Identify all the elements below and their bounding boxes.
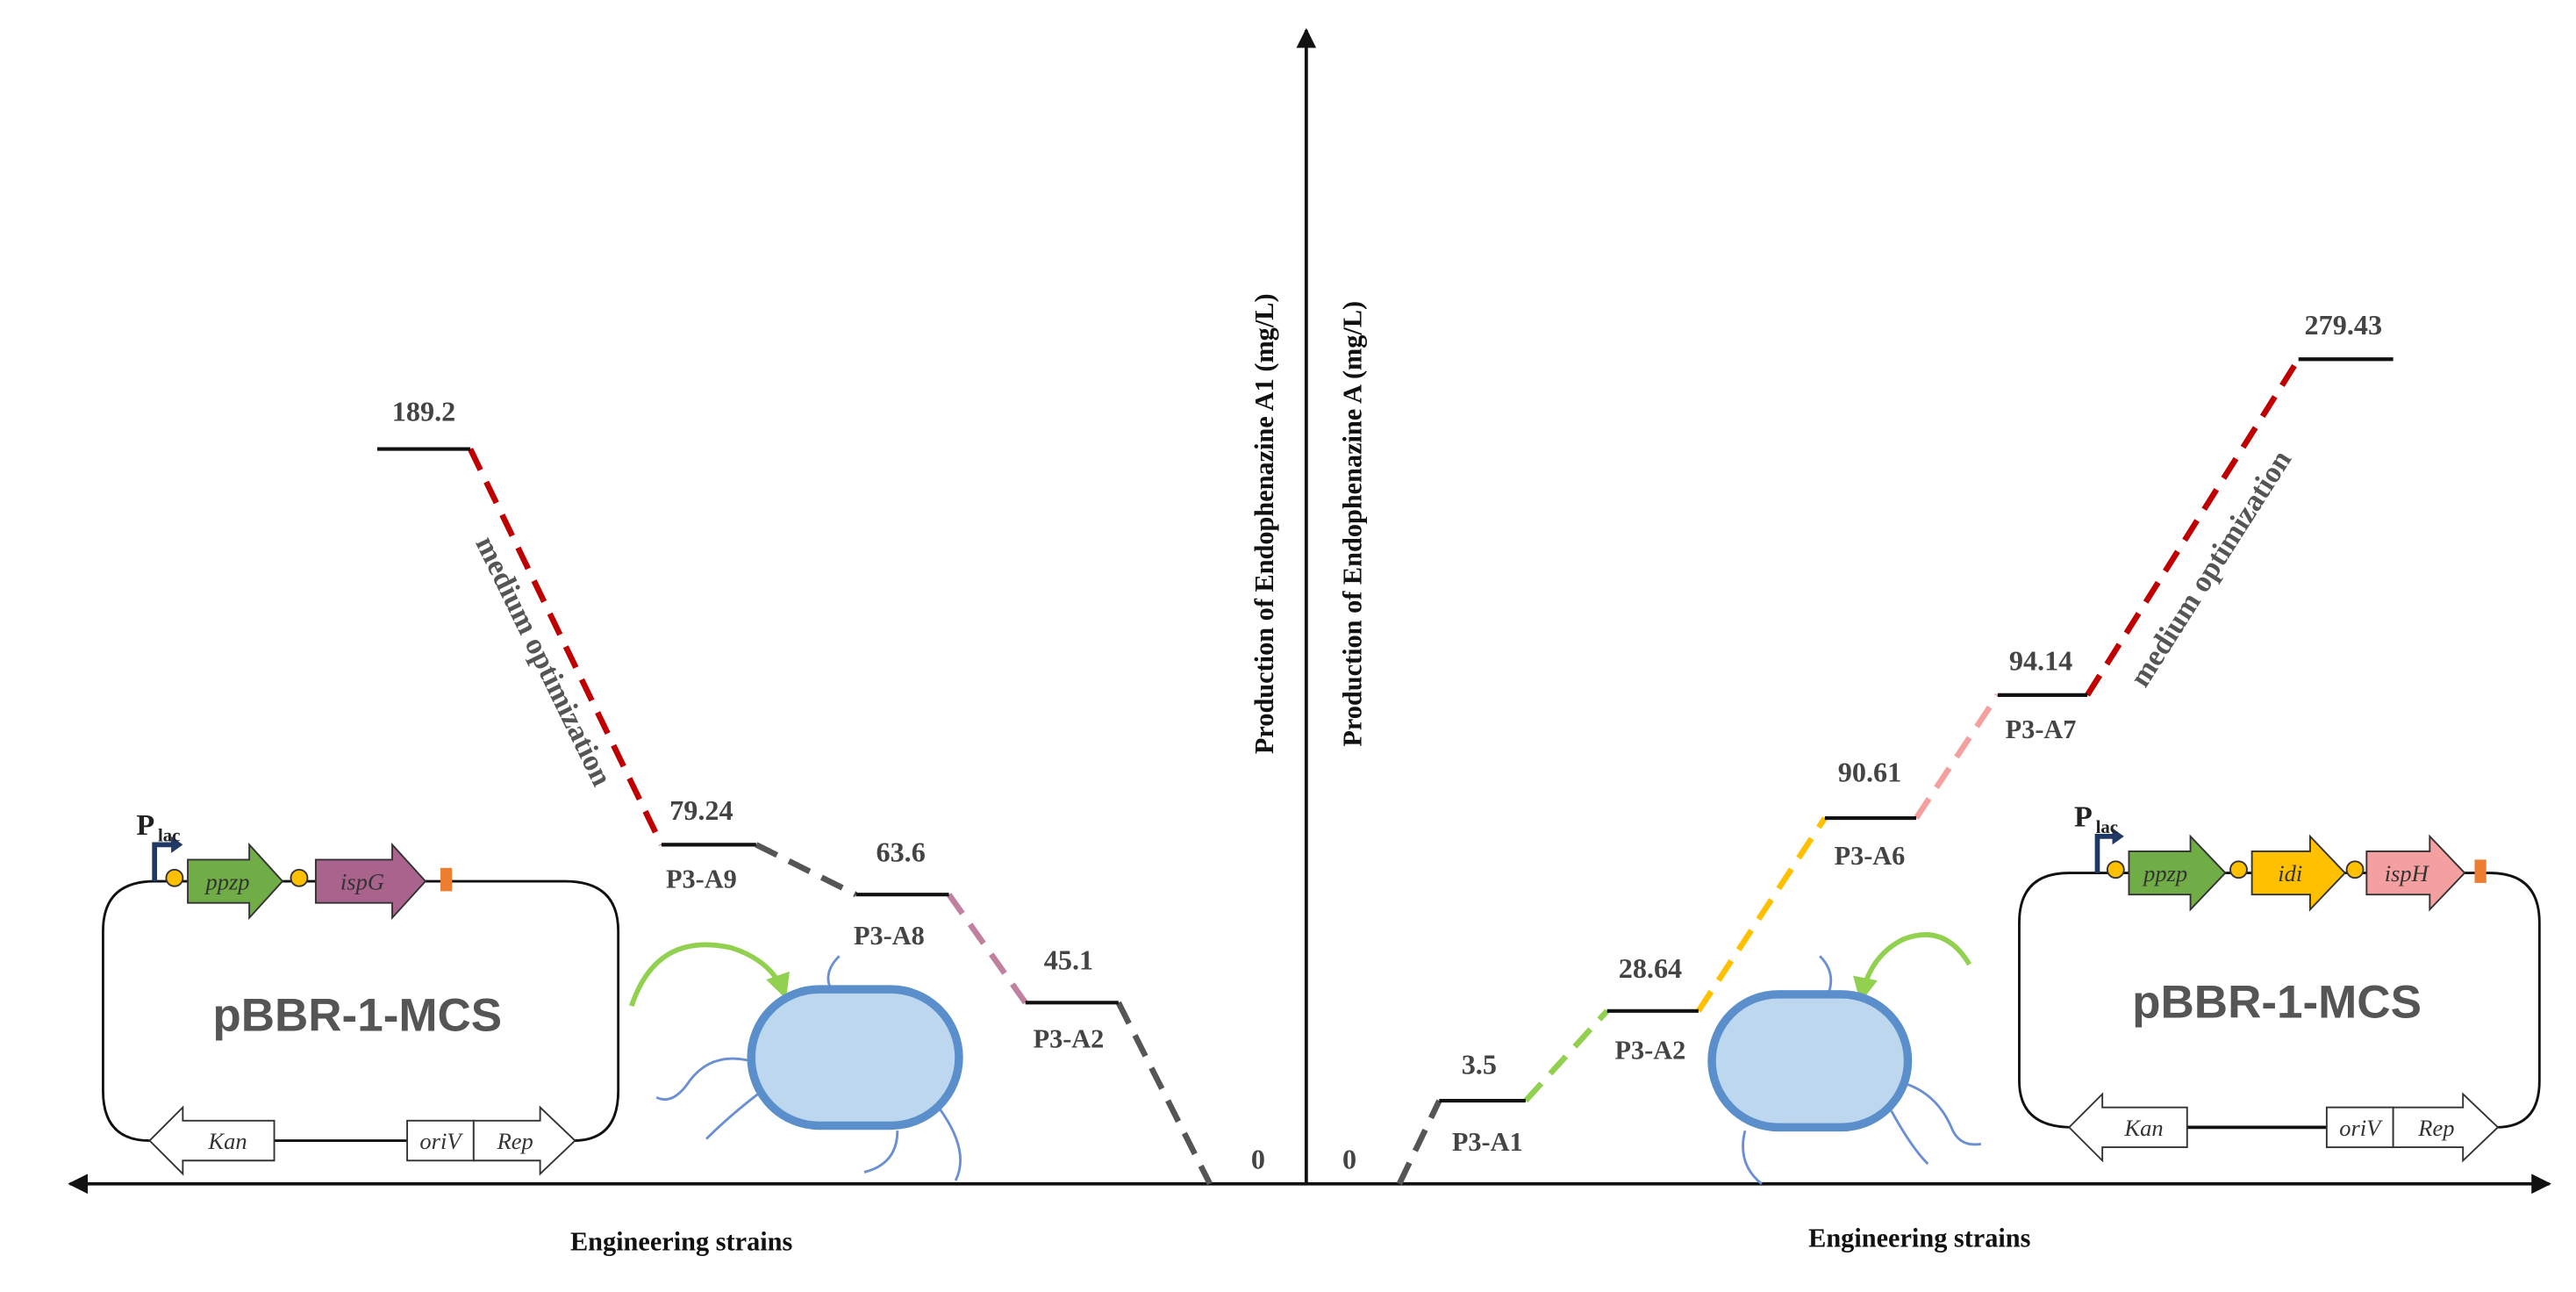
marker-label: oriV — [2339, 1115, 2383, 1141]
marker-box — [2325, 1106, 2394, 1149]
gene-label: ppzp — [2142, 860, 2187, 886]
gene-arrow — [2365, 834, 2466, 912]
marker-arrow — [148, 1105, 275, 1176]
marker-box — [406, 1119, 475, 1162]
curved-arrow — [1853, 932, 1972, 1003]
gene-label: ispG — [340, 868, 384, 894]
cell — [747, 985, 963, 1130]
terminator — [440, 867, 453, 892]
value-label: 45.1 — [1044, 944, 1093, 975]
flagella — [1742, 955, 1982, 1185]
value-label: 189.2 — [392, 395, 455, 427]
gene-label: idi — [2278, 860, 2302, 886]
gene-arrow — [2128, 834, 2227, 912]
rbs — [2106, 860, 2125, 879]
value-label: 28.64 — [1619, 952, 1682, 984]
annotation: medium optimization — [2124, 445, 2299, 693]
value-label: 90.61 — [1838, 756, 1901, 787]
left-plasmid: P lac ppzp ispG pBBR-1-MCS Kan oriV Rep — [102, 809, 620, 1176]
value-label: 79.24 — [669, 794, 733, 826]
strain-label: P3-A7 — [2006, 714, 2077, 744]
x-axis-label: Engineering strains — [1808, 1224, 2031, 1253]
plasmid-backbone — [2018, 872, 2541, 1129]
value-label: 3.5 — [1462, 1049, 1497, 1080]
connector — [1914, 693, 2000, 820]
connector — [1523, 1008, 1610, 1103]
bacterium-right — [1707, 932, 1982, 1185]
promoter-head — [2112, 828, 2124, 845]
rbs — [165, 868, 184, 887]
promoter: P — [136, 809, 154, 842]
rbs — [2345, 860, 2365, 879]
marker-arrow — [2067, 1092, 2188, 1163]
y-axis-label: Production of Endophenazine A (mg/L) — [1337, 301, 1367, 747]
value-label: 94.14 — [2009, 644, 2072, 676]
terminator — [2474, 859, 2487, 883]
promoter: P — [2074, 801, 2093, 834]
strain-label: P3-A2 — [1034, 1023, 1105, 1053]
connector — [2085, 357, 2301, 697]
right-plasmid: P lac ppzp idi ispH pBBR-1-MCS Kan oriV … — [2018, 801, 2541, 1163]
connector — [1396, 1099, 1442, 1186]
promoter-head — [171, 836, 183, 853]
rbs — [290, 868, 309, 887]
gene-arrow — [314, 842, 427, 921]
strain-label: P3-A6 — [1835, 841, 1906, 871]
connector — [468, 448, 664, 846]
marker-label: Rep — [2417, 1115, 2454, 1141]
strain-label: P3-A8 — [854, 921, 925, 951]
connector — [1115, 1001, 1213, 1186]
plasmid-backbone — [102, 879, 620, 1142]
value-label: 279.43 — [2305, 309, 2383, 341]
connector — [1696, 816, 1828, 1013]
flagella — [655, 955, 962, 1181]
gene-arrow — [187, 842, 284, 921]
connector — [755, 842, 857, 898]
promoter-sub: lac — [2096, 816, 2118, 837]
value-label: 0 — [1251, 1144, 1265, 1175]
y-axis-label: Production of Endophenazine A1 (mg/L) — [1249, 293, 1279, 754]
marker-arrow — [472, 1105, 576, 1176]
strain-label: P3-A1 — [1452, 1127, 1523, 1157]
marker-label: Kan — [207, 1128, 247, 1154]
rbs — [2229, 860, 2248, 879]
gene-label: ispH — [2385, 860, 2430, 886]
strain-label: P3-A9 — [666, 865, 737, 894]
plasmid-name: pBBR-1-MCS — [2132, 976, 2422, 1028]
promoter-arrow — [2094, 834, 2114, 873]
gene-label: ppzp — [204, 868, 249, 894]
marker-label: Rep — [497, 1128, 533, 1154]
cell — [1707, 990, 1913, 1132]
promoter-arrow — [152, 842, 173, 882]
annotation: medium optimization — [469, 531, 618, 791]
marker-label: oriV — [419, 1128, 463, 1154]
plasmid-name: pBBR-1-MCS — [212, 990, 502, 1042]
curved-arrow — [629, 942, 790, 1007]
strain-label: P3-A2 — [1615, 1036, 1686, 1066]
marker-arrow — [2392, 1092, 2500, 1163]
marker-label: Kan — [2123, 1115, 2163, 1141]
promoter-sub: lac — [158, 825, 180, 846]
connector — [946, 893, 1028, 1005]
value-label: 63.6 — [876, 836, 925, 867]
bacterium-left — [629, 942, 963, 1181]
x-axis-label: Engineering strains — [570, 1227, 793, 1257]
gene-arrow — [2250, 834, 2347, 912]
value-label: 0 — [1342, 1144, 1356, 1175]
